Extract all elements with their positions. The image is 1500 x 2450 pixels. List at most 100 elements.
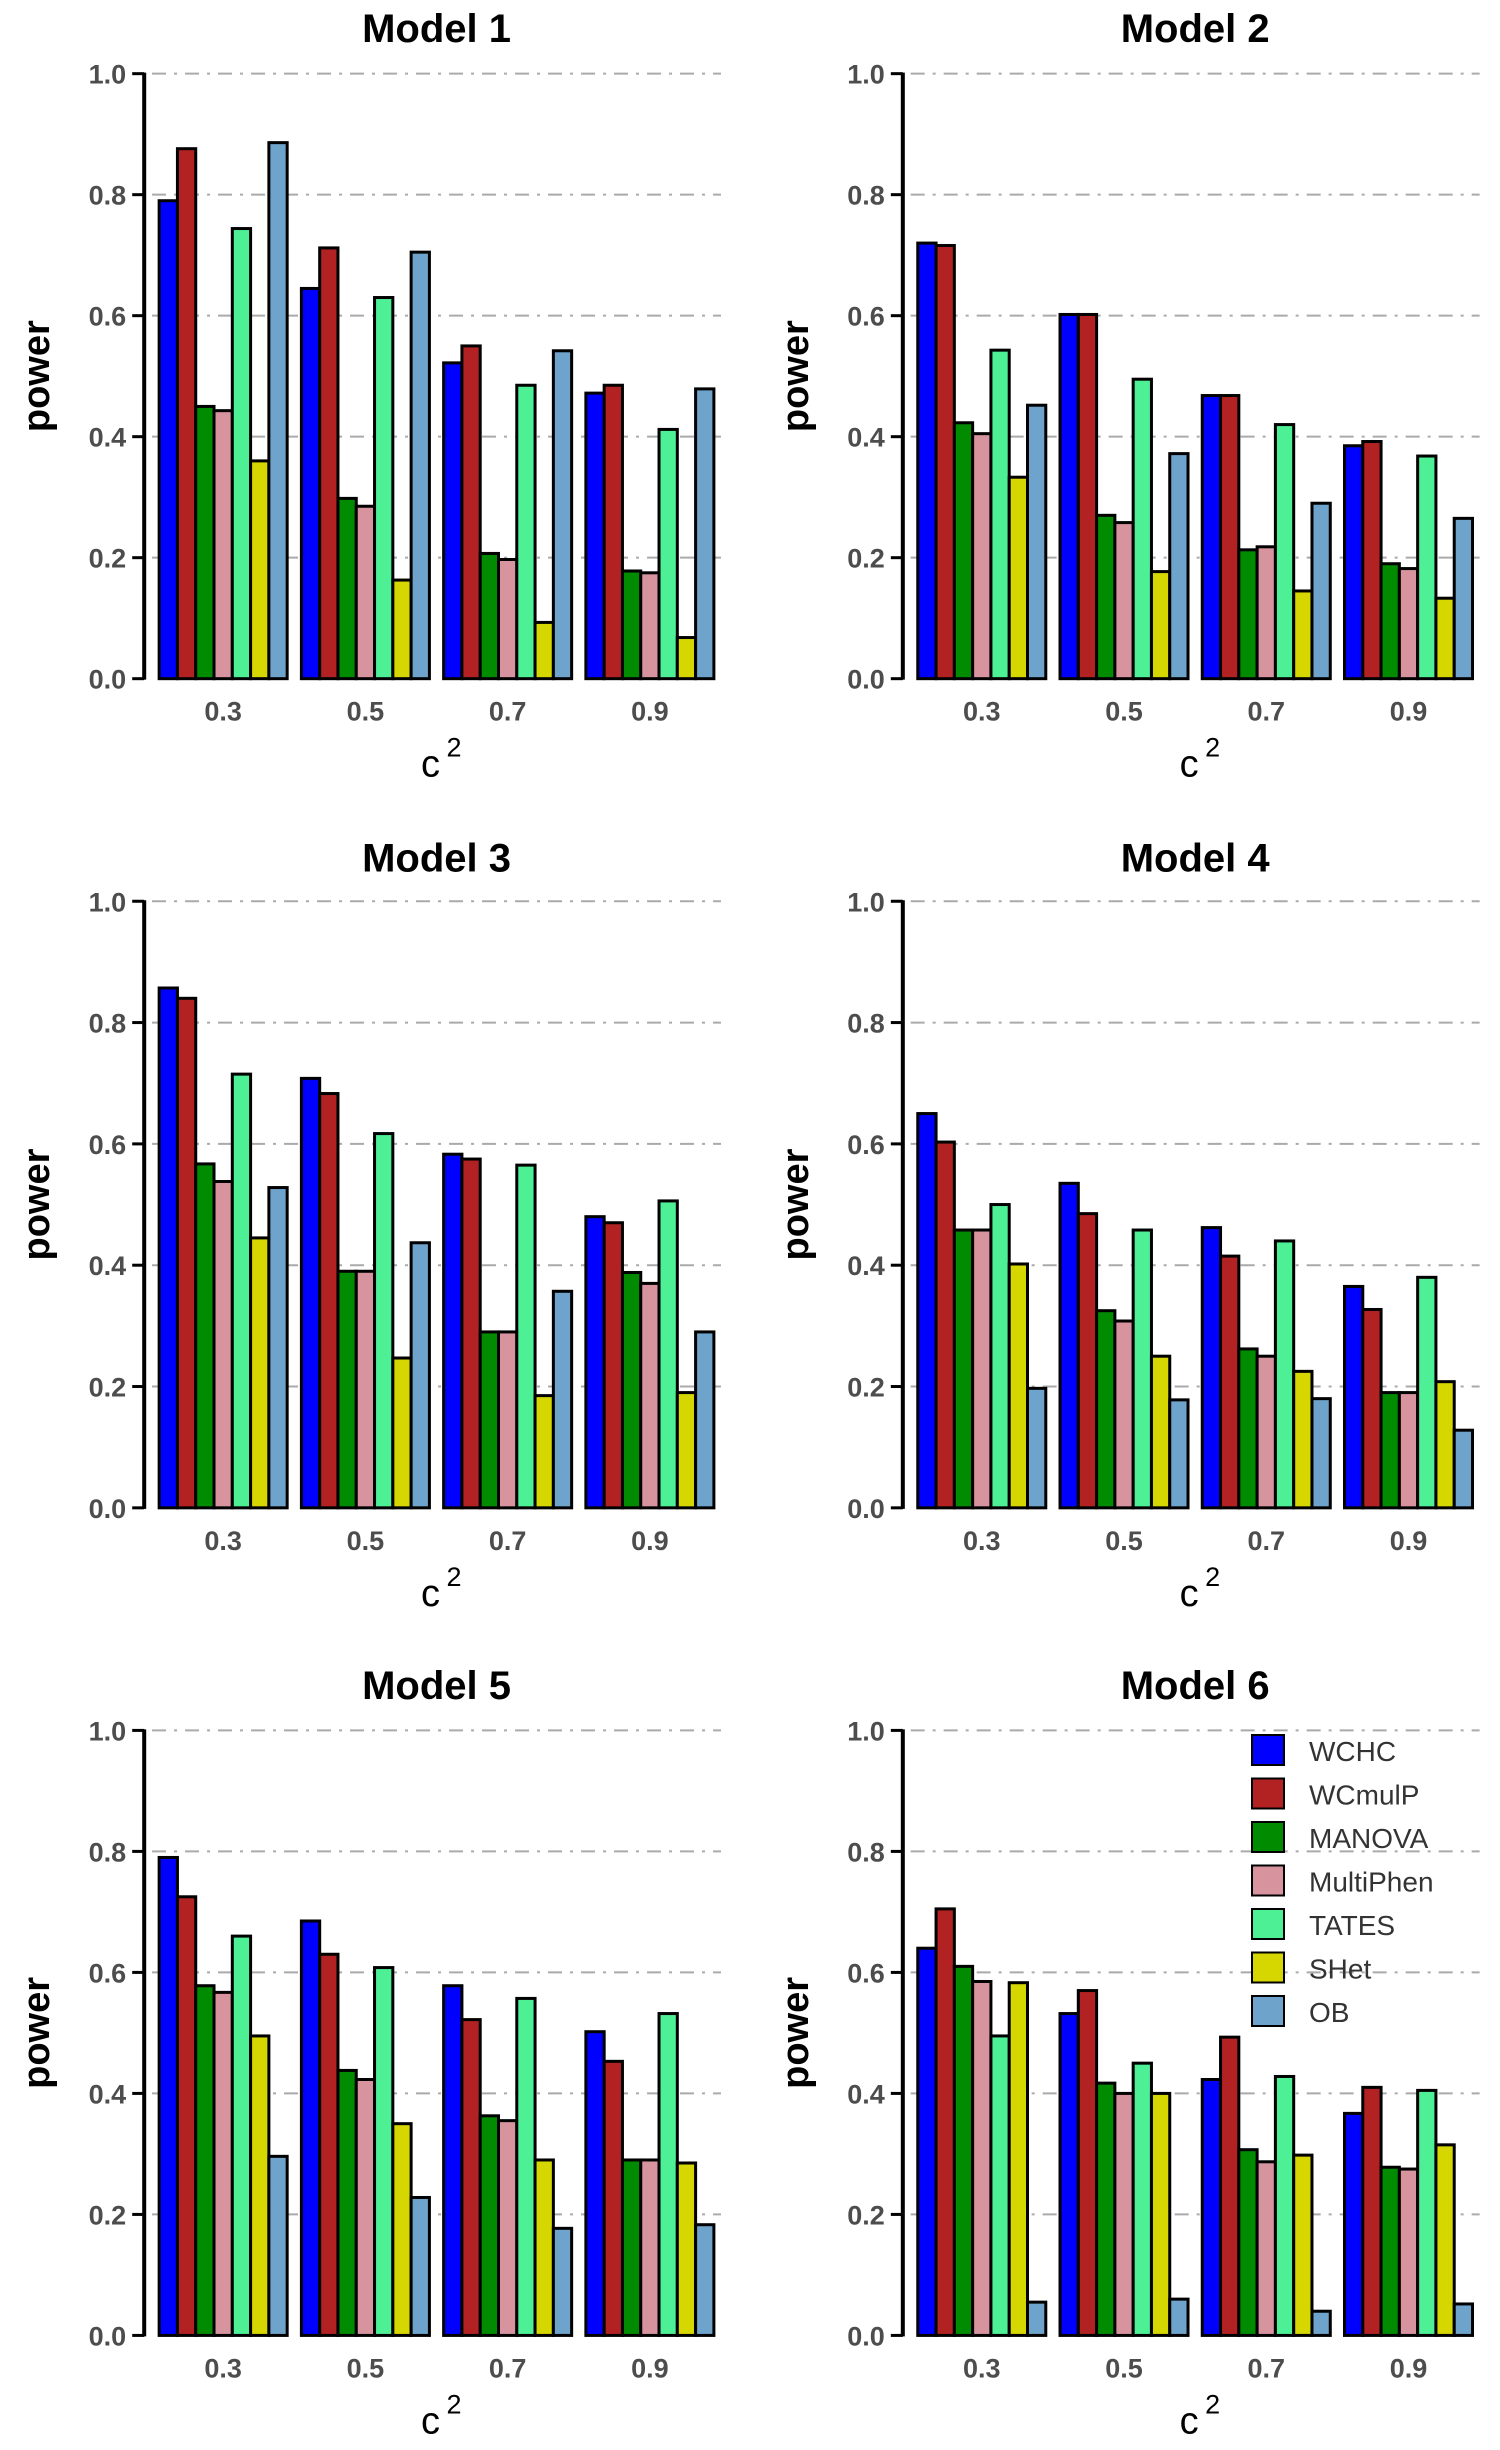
bar-wchc-0.7 <box>1200 394 1223 681</box>
bar-tates-0.5 <box>1131 377 1153 681</box>
bar-multiphen-0.5 <box>354 1269 377 1510</box>
x-axis-label-superscript: 2 <box>447 2389 462 2419</box>
bar-manova-0.9 <box>620 2158 643 2337</box>
legend-label: TATES <box>1309 1910 1395 1941</box>
bar-ob-0.9 <box>1452 516 1475 681</box>
bar-ob-0.7 <box>551 2226 574 2337</box>
y-tick-label: 1.0 <box>89 60 127 90</box>
bar-shet-0.3 <box>249 1236 271 1510</box>
bar-shet-0.3 <box>1007 1262 1029 1510</box>
bar-wchc-0.5 <box>299 1919 322 2337</box>
x-tick-label: 0.5 <box>1105 2353 1143 2383</box>
bar-multiphen-0.7 <box>1255 545 1277 681</box>
panel-title: Model 1 <box>362 7 511 51</box>
bar-shet-0.3 <box>249 459 271 681</box>
bar-multiphen-0.9 <box>639 2158 661 2337</box>
y-tick-label: 0.4 <box>89 423 127 453</box>
bar-multiphen-0.3 <box>212 409 234 681</box>
bar-manova-0.9 <box>620 569 643 681</box>
bar-ob-0.9 <box>1452 1428 1475 1510</box>
x-axis-label-superscript: 2 <box>447 733 462 763</box>
x-tick-label: 0.9 <box>631 697 669 727</box>
bar-ob-0.9 <box>694 387 716 681</box>
bar-ob-0.5 <box>409 2195 431 2337</box>
bar-tates-0.9 <box>657 1199 679 1510</box>
panel-title: Model 2 <box>1121 7 1270 51</box>
bar-ob-0.7 <box>1310 2309 1332 2337</box>
y-tick-label: 0.0 <box>89 1494 127 1524</box>
bar-ob-0.7 <box>1310 1397 1332 1510</box>
bar-multiphen-0.3 <box>212 1990 234 2337</box>
bar-tates-0.9 <box>1416 454 1438 681</box>
bar-wcmulp-0.9 <box>1361 2085 1383 2337</box>
x-tick-label: 0.7 <box>1247 2353 1285 2383</box>
bar-shet-0.7 <box>1292 1369 1314 1510</box>
x-tick-label: 0.5 <box>347 2353 385 2383</box>
panel-6: Model 6 0.0 0.2 0.4 0.6 0.8 1.0 power 0.3 0.5 0.7 0… <box>775 1664 1480 2442</box>
y-axis-label: power <box>775 320 817 432</box>
bar-ob-0.7 <box>551 349 574 681</box>
bar-ob-0.5 <box>1168 1398 1190 1510</box>
bar-ob-0.9 <box>694 1330 716 1510</box>
bar-wcmulp-0.9 <box>602 2059 624 2337</box>
x-axis-label-superscript: 2 <box>1205 1562 1220 1592</box>
legend-swatch-tates <box>1251 1908 1285 1940</box>
y-tick-label: 0.2 <box>89 2200 127 2230</box>
y-axis-label: power <box>775 1977 817 2089</box>
bar-multiphen-0.7 <box>1255 1354 1277 1510</box>
bar-wchc-0.7 <box>1200 2078 1223 2337</box>
bar-shet-0.9 <box>675 1391 698 1510</box>
x-tick-label: 0.3 <box>204 2353 242 2383</box>
x-tick-label: 0.5 <box>347 697 385 727</box>
bar-wchc-0.9 <box>584 2030 606 2337</box>
x-tick-label: 0.3 <box>963 2353 1001 2383</box>
bar-manova-0.3 <box>952 1964 975 2337</box>
y-tick-label: 0.8 <box>847 1837 885 1867</box>
y-tick-label: 0.4 <box>847 2079 885 2109</box>
bar-wchc-0.5 <box>1058 312 1080 681</box>
bar-multiphen-0.3 <box>971 432 993 681</box>
bar-shet-0.5 <box>1149 1354 1172 1510</box>
bar-shet-0.7 <box>1292 589 1314 681</box>
x-tick-label: 0.3 <box>204 1526 242 1556</box>
bar-ob-0.5 <box>1168 2297 1190 2337</box>
x-axis-label: c <box>1180 744 1199 786</box>
panel-title: Model 6 <box>1121 1664 1270 1708</box>
bar-tates-0.3 <box>989 1203 1011 1510</box>
legend-swatch-manova <box>1251 1821 1285 1853</box>
legend-label: WCmulP <box>1309 1780 1419 1811</box>
legend-swatch-wchc <box>1251 1734 1285 1766</box>
bar-tates-0.5 <box>373 1132 395 1510</box>
bar-multiphen-0.7 <box>496 1330 519 1510</box>
x-tick-label: 0.3 <box>204 697 242 727</box>
bar-tates-0.9 <box>657 2012 679 2337</box>
y-tick-label: 0.0 <box>89 2321 127 2351</box>
bar-multiphen-0.3 <box>971 1979 993 2337</box>
x-tick-label: 0.9 <box>631 2353 669 2383</box>
bar-manova-0.5 <box>336 1269 358 1510</box>
x-tick-label: 0.7 <box>1247 697 1285 727</box>
y-tick-label: 0.8 <box>89 181 127 211</box>
bar-shet-0.5 <box>391 2122 413 2337</box>
x-tick-label: 0.3 <box>963 697 1001 727</box>
bar-shet-0.9 <box>1434 596 1456 681</box>
bar-ob-0.3 <box>267 2154 289 2337</box>
bar-wchc-0.7 <box>442 1152 464 1510</box>
bar-manova-0.5 <box>1095 2081 1117 2337</box>
y-tick-label: 0.8 <box>847 1009 885 1039</box>
y-tick-label: 1.0 <box>847 887 885 917</box>
y-tick-label: 0.6 <box>847 302 885 332</box>
bar-shet-0.3 <box>1007 475 1029 681</box>
bar-manova-0.7 <box>478 1330 500 1510</box>
legend-label: WCHC <box>1309 1736 1396 1767</box>
bar-multiphen-0.5 <box>1113 521 1135 681</box>
y-axis-label: power <box>775 1148 817 1260</box>
bar-wchc-0.5 <box>299 1076 322 1510</box>
x-tick-label: 0.7 <box>489 697 527 727</box>
legend-swatch-shet <box>1251 1951 1285 1984</box>
y-tick-label: 0.4 <box>847 1251 885 1281</box>
bar-shet-0.5 <box>1149 2091 1172 2337</box>
bar-shet-0.7 <box>533 620 555 681</box>
bar-shet-0.9 <box>675 2161 698 2337</box>
bar-manova-0.5 <box>1095 513 1117 681</box>
